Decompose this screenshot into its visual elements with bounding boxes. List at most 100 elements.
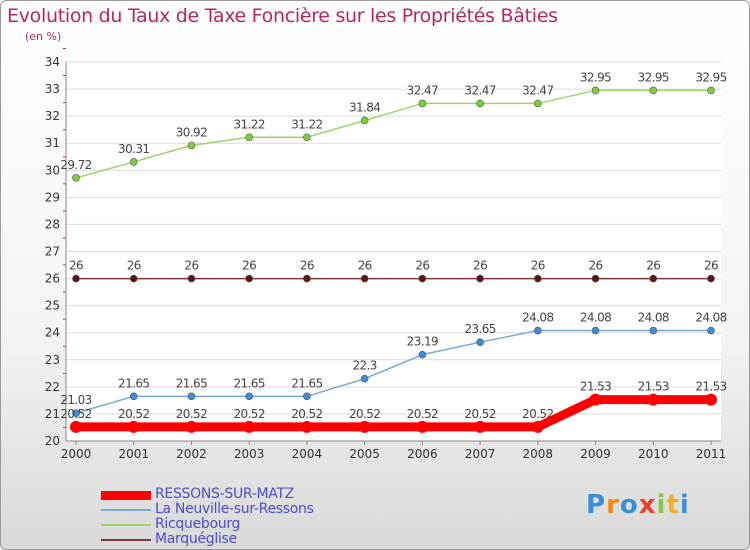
data-point-ressons-sur-matz	[531, 420, 544, 433]
data-label-marqu-glise: 26	[704, 259, 718, 273]
data-label-marqu-glise: 26	[415, 259, 429, 273]
data-point-marqu-glise	[245, 274, 253, 283]
x-tick-label-2002: 2002	[176, 447, 207, 461]
x-tick-label-2010: 2010	[638, 447, 669, 461]
logo-letter: t	[666, 490, 680, 520]
data-label-ricquebourg: 32.47	[464, 83, 495, 97]
data-label-marqu-glise: 26	[589, 259, 603, 273]
data-point-ricquebourg	[303, 133, 311, 142]
data-point-ricquebourg	[72, 174, 80, 182]
data-point-marqu-glise	[418, 274, 427, 283]
y-tick-label: 27	[45, 245, 60, 259]
data-label-ricquebourg: 31.84	[349, 100, 380, 114]
y-tick-label: 23	[45, 353, 60, 367]
x-tick-label-2011: 2011	[696, 447, 727, 461]
data-label-ressons-sur-matz: 20.52	[522, 407, 553, 421]
data-label-la-neuville-sur-ressons: 21.65	[176, 376, 207, 390]
data-point-ressons-sur-matz	[300, 420, 313, 433]
y-tick-label: 25	[45, 299, 60, 313]
data-point-ressons-sur-matz	[474, 420, 487, 433]
legend-item: RESSONS-SUR-MATZ	[101, 486, 361, 502]
data-point-marqu-glise	[303, 274, 311, 283]
logo-letter: P	[586, 490, 607, 520]
y-tick-label: 20	[45, 434, 60, 448]
legend-swatch	[101, 509, 151, 511]
data-label-marqu-glise: 26	[300, 259, 314, 273]
data-label-ressons-sur-matz: 20.52	[407, 407, 438, 421]
data-label-ricquebourg: 30.92	[176, 125, 207, 139]
data-label-ricquebourg: 31.22	[291, 117, 322, 131]
legend-swatch	[101, 539, 151, 541]
data-label-ricquebourg: 32.95	[638, 70, 669, 84]
data-label-ressons-sur-matz: 20.52	[118, 407, 149, 421]
data-point-ressons-sur-matz	[705, 393, 717, 406]
y-tick-label: 28	[45, 217, 60, 231]
data-point-ressons-sur-matz	[416, 420, 429, 433]
data-label-ricquebourg: 32.95	[580, 70, 611, 84]
x-tick-label-2006: 2006	[407, 447, 438, 461]
data-label-marqu-glise: 26	[242, 259, 256, 273]
x-tick-label-2008: 2008	[523, 447, 554, 461]
data-point-marqu-glise	[360, 274, 369, 283]
data-label-la-neuville-sur-ressons: 22.3	[352, 359, 376, 373]
data-label-marqu-glise: 26	[646, 259, 660, 273]
y-axis-unit: (en %)	[25, 30, 62, 43]
data-label-ricquebourg: 30.31	[118, 142, 149, 156]
data-point-ricquebourg	[360, 116, 369, 125]
y-tick-label: 30	[45, 163, 60, 177]
series-line-ricquebourg	[75, 89, 712, 179]
data-point-ricquebourg	[418, 99, 427, 108]
legend-item: La Neuville-sur-Ressons	[101, 501, 361, 517]
x-tick-label-2007: 2007	[465, 447, 496, 461]
y-tick-label: 32	[45, 109, 60, 123]
data-label-ressons-sur-matz: 20.52	[176, 407, 207, 421]
data-point-la-neuville-sur-ressons	[534, 326, 542, 335]
x-tick-label-2003: 2003	[234, 447, 265, 461]
data-label-la-neuville-sur-ressons: 24.08	[638, 311, 669, 325]
data-label-marqu-glise: 26	[358, 259, 372, 273]
data-label-ressons-sur-matz: 21.53	[580, 380, 611, 394]
legend-label: RESSONS-SUR-MATZ	[155, 486, 295, 502]
data-point-ressons-sur-matz	[70, 420, 82, 433]
data-label-ressons-sur-matz: 21.53	[638, 380, 669, 394]
data-point-marqu-glise	[534, 274, 542, 283]
legend-swatch	[101, 524, 151, 526]
legend-swatch	[101, 491, 151, 500]
data-point-la-neuville-sur-ressons	[591, 326, 600, 335]
data-point-la-neuville-sur-ressons	[418, 350, 427, 359]
data-point-la-neuville-sur-ressons	[360, 374, 369, 383]
data-label-ricquebourg: 32.95	[695, 70, 726, 84]
data-label-ressons-sur-matz: 20.52	[234, 407, 265, 421]
logo-letter: r	[606, 490, 620, 520]
data-label-ricquebourg: 29.72	[60, 158, 91, 172]
data-point-ricquebourg	[534, 99, 542, 108]
x-tick-label-2000: 2000	[61, 447, 92, 461]
data-point-la-neuville-sur-ressons	[129, 392, 138, 401]
data-point-marqu-glise	[476, 274, 484, 283]
legend-label: Marquéglise	[155, 531, 237, 547]
legend-item: Marquéglise	[101, 531, 361, 547]
chart-title: Evolution du Taux de Taxe Foncière sur l…	[7, 5, 558, 27]
data-point-la-neuville-sur-ressons	[303, 392, 311, 401]
data-label-marqu-glise: 26	[127, 259, 141, 273]
x-tick-label-2001: 2001	[118, 447, 149, 461]
x-tick-label-2009: 2009	[580, 447, 611, 461]
logo-letter: i	[679, 490, 690, 520]
data-point-marqu-glise	[649, 274, 658, 283]
data-label-la-neuville-sur-ressons: 24.08	[580, 311, 611, 325]
data-point-ricquebourg	[476, 99, 484, 108]
data-point-ressons-sur-matz	[358, 420, 371, 433]
data-point-ricquebourg	[129, 158, 138, 166]
data-label-ricquebourg: 32.47	[522, 83, 553, 97]
data-label-la-neuville-sur-ressons: 21.03	[60, 393, 91, 407]
data-label-marqu-glise: 26	[69, 259, 83, 273]
data-label-la-neuville-sur-ressons: 21.65	[118, 376, 149, 390]
series-line-la-neuville-sur-ressons	[75, 329, 712, 414]
data-point-marqu-glise	[591, 274, 600, 283]
data-point-la-neuville-sur-ressons	[476, 338, 484, 346]
series-line-ressons-sur-matz	[71, 395, 716, 432]
data-label-la-neuville-sur-ressons: 23.19	[407, 335, 438, 349]
data-label-ressons-sur-matz: 21.53	[695, 380, 726, 394]
legend-label: La Neuville-sur-Ressons	[155, 501, 314, 517]
